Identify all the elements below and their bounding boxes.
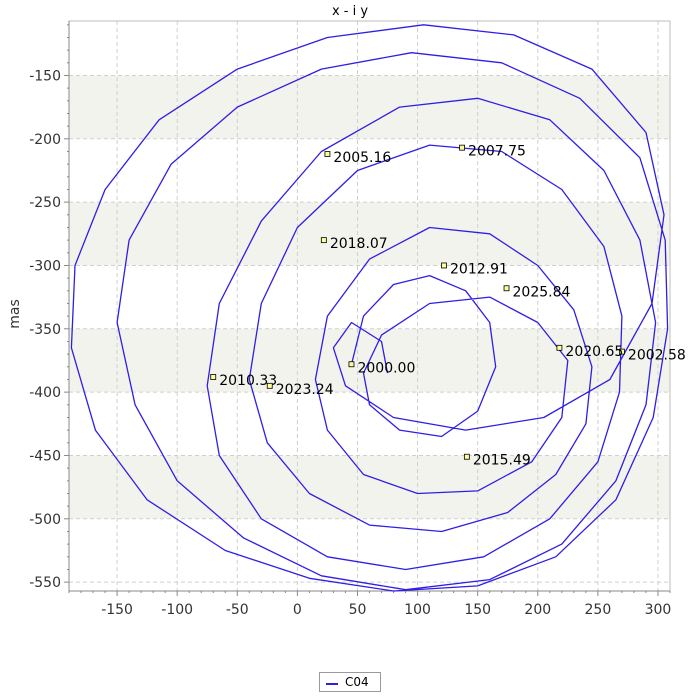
y-tick-label: -350 [29, 322, 61, 338]
epoch-marker [503, 285, 510, 292]
x-tick-label: 0 [293, 602, 302, 618]
y-tick-label: -150 [29, 68, 61, 84]
epoch-label: 2012.91 [450, 261, 508, 277]
background-bands [69, 75, 670, 519]
epoch-marker [459, 144, 465, 151]
epoch-label: 2023.24 [276, 382, 334, 398]
epoch-label: 2000.00 [357, 360, 415, 376]
epoch-label: 2018.07 [330, 236, 388, 252]
x-tick-label: 100 [404, 602, 431, 618]
x-tick-label: -150 [101, 602, 133, 618]
epoch-label: 2025.84 [513, 284, 571, 300]
series-layer [70, 24, 669, 592]
x-tick-label: 250 [585, 602, 612, 618]
epoch-marker [619, 348, 625, 355]
legend-label-c04: C04 [345, 675, 369, 689]
epoch-label: 2010.33 [219, 373, 277, 389]
annotation-layer: 2000.00 2002.58 2005.16 2007.75 2010.33 2012.… [210, 144, 686, 469]
epoch-label: 2015.49 [473, 453, 531, 469]
tick-labels: -150 -100 -50 0 50 100 150 200 250 300-550-500-45… [29, 68, 671, 618]
epoch-label: 2020.65 [565, 344, 623, 360]
y-tick-label: -250 [29, 195, 61, 211]
epoch-label: 2005.16 [333, 150, 391, 166]
y-tick-label: -550 [29, 575, 61, 591]
x-tick-label: -100 [161, 602, 193, 618]
y-tick-label: -500 [29, 512, 61, 528]
y-tick-label: -200 [29, 132, 61, 148]
legend-swatch-c04 [326, 683, 338, 685]
epoch-marker [463, 453, 470, 460]
epoch-marker [210, 374, 217, 380]
epoch-marker [320, 237, 327, 244]
y-tick-label: -300 [29, 258, 61, 274]
x-tick-label: 50 [349, 602, 367, 618]
series-line-c04 [70, 24, 669, 592]
y-axis-label: mas [7, 299, 23, 329]
epoch-marker [266, 382, 273, 389]
y-tick-label: -400 [29, 385, 61, 401]
epoch-marker [441, 262, 447, 269]
x-tick-label: 150 [464, 602, 491, 618]
legend: C04 [319, 672, 381, 692]
chart-title: x - i y [332, 4, 368, 19]
epoch-label: 2002.58 [628, 348, 686, 364]
x-tick-label: -50 [226, 602, 249, 618]
x-tick-label: 200 [524, 602, 551, 618]
x-tick-label: 300 [645, 602, 672, 618]
epoch-marker [324, 151, 331, 157]
background-band [69, 455, 670, 519]
epoch-marker [556, 344, 563, 351]
epoch-label: 2007.75 [468, 144, 526, 160]
background-band [69, 202, 670, 266]
epoch-marker [348, 361, 355, 368]
tick-marks [64, 24, 671, 596]
y-tick-label: -450 [29, 448, 61, 464]
background-band [69, 75, 670, 139]
